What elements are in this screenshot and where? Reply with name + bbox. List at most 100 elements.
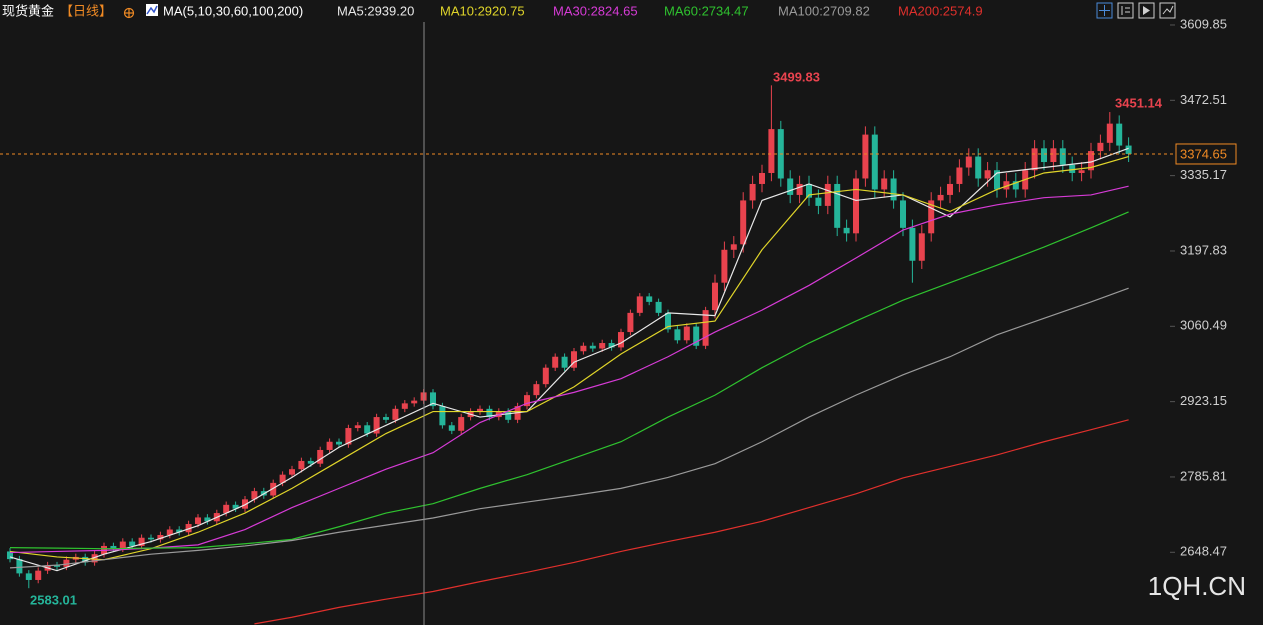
candle-body [618, 332, 624, 348]
candle-body [242, 499, 248, 509]
candle-body [477, 408, 483, 412]
toolbar-button[interactable] [1138, 2, 1155, 19]
candle-body [843, 227, 850, 234]
candle-body [1041, 148, 1047, 163]
candle-body [627, 312, 634, 333]
candle-body [665, 312, 671, 330]
candle-body [148, 537, 154, 540]
candle-body [54, 565, 60, 567]
candle-body [702, 310, 709, 346]
candle-body [307, 460, 314, 464]
candle-body [580, 345, 587, 352]
ma-legend: MA5:2939.20 [337, 3, 414, 18]
candle-body [16, 559, 23, 574]
toolbar-button[interactable] [1096, 2, 1113, 19]
candle-body [1125, 145, 1132, 154]
candle-body [740, 200, 747, 245]
ma-line [254, 419, 1129, 625]
plot-area [7, 85, 1132, 625]
candle-body [730, 244, 737, 250]
candle-body [401, 403, 408, 409]
candle-body [35, 570, 42, 580]
candle-body [157, 534, 164, 540]
candle-body [1106, 123, 1113, 143]
ma-legend: MA60:2734.47 [664, 3, 749, 18]
candle-body [871, 134, 878, 190]
candle-body [589, 345, 596, 349]
candle-body [918, 233, 925, 261]
candle-body [683, 326, 690, 341]
candle-body [1003, 181, 1010, 190]
y-tick-label: 3472.51 [1180, 92, 1227, 107]
toolbar-button[interactable] [1117, 2, 1134, 19]
candle-body [110, 545, 117, 549]
ma-line [9, 211, 1129, 550]
ma-legend: MA200:2574.9 [898, 3, 983, 18]
candle-body [1059, 148, 1066, 165]
candle-body [881, 178, 888, 190]
candle-body [815, 197, 822, 206]
candle-body [834, 183, 841, 228]
candle-body [354, 425, 361, 429]
candle-body [298, 460, 305, 470]
y-tick-label: 2785.81 [1180, 468, 1227, 483]
candle-body [599, 343, 606, 349]
ma-legend: MA10:2920.75 [440, 3, 525, 18]
candle-body [552, 356, 559, 368]
candle-body [796, 183, 803, 195]
ma-line [9, 185, 1129, 554]
candle-body [1078, 170, 1085, 173]
y-tick-label: 2923.15 [1180, 393, 1227, 408]
candle-body [561, 356, 568, 368]
candle-body [1116, 123, 1123, 146]
indicator-icon[interactable] [146, 4, 158, 16]
toolbar-glyph [1143, 6, 1150, 15]
candle-body [486, 408, 493, 418]
period: 【日线】 [60, 3, 112, 18]
price-axis: 2648.47 2785.81 2923.15 3060.49 3197.83 3335.… [1170, 16, 1227, 559]
candle-body [166, 529, 173, 535]
candle-body [232, 504, 239, 509]
toolbar [1096, 2, 1176, 19]
candle-body [251, 491, 258, 500]
candle-body [270, 482, 277, 496]
candle-body [909, 227, 916, 261]
candle-body [336, 441, 342, 445]
y-tick-label: 3609.85 [1180, 16, 1227, 31]
candle-body [749, 183, 756, 201]
current-price-label: 3374.65 [1180, 146, 1227, 161]
chart-title: 现货黄金 [2, 3, 54, 18]
y-tick-label: 3197.83 [1180, 242, 1227, 257]
candle-body [204, 517, 211, 522]
candle-body [862, 134, 869, 179]
candle-body [853, 178, 859, 234]
candle-body [533, 384, 540, 396]
current-price-box [1175, 143, 1237, 165]
ma-line [9, 155, 1129, 561]
add-icon[interactable] [123, 7, 135, 19]
candle-body [373, 417, 380, 434]
y-tick-label: 3060.49 [1180, 318, 1227, 333]
candle-body [975, 156, 982, 179]
toolbar-glyph [1162, 5, 1174, 15]
candle-body [900, 200, 906, 228]
candle-body [505, 411, 512, 420]
toolbar-button[interactable] [1159, 2, 1176, 19]
candle-body [890, 178, 897, 201]
candle-body [824, 183, 831, 206]
candle-body [345, 428, 352, 445]
candle-body [176, 529, 183, 533]
candle-body [411, 400, 418, 404]
y-tick-label: 3335.17 [1180, 167, 1227, 182]
candle-body [91, 554, 98, 563]
candle-body [439, 406, 446, 426]
candle-body [674, 329, 681, 341]
candle-body [138, 537, 145, 546]
candle-body [655, 301, 662, 313]
candle-body [63, 559, 70, 567]
ma-legend: MA30:2824.65 [553, 3, 638, 18]
max-label: 3499.83 [773, 69, 820, 84]
ma-title: MA(5,10,30,60,100,200) [163, 3, 303, 18]
